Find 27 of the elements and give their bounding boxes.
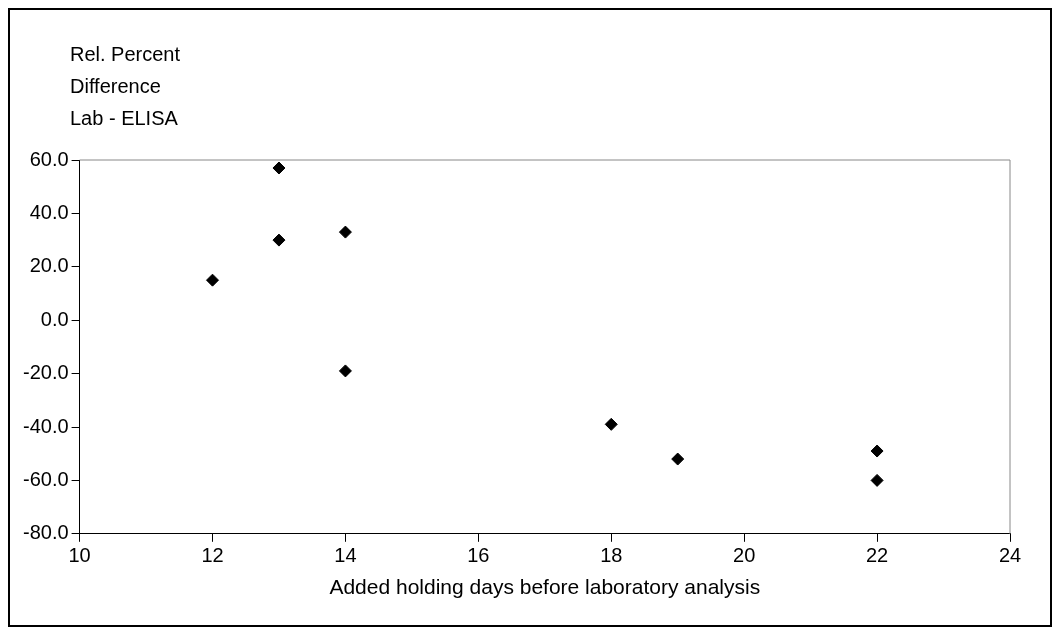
x-tick-label: 24 <box>998 544 1022 567</box>
point <box>206 273 219 287</box>
x-tick-label: 20 <box>733 544 756 567</box>
point <box>671 452 685 466</box>
point <box>272 161 286 175</box>
x-tick-label: 18 <box>600 544 623 567</box>
point <box>272 233 286 247</box>
y-axis-title: Rel. Percent Difference Lab - ELISA <box>70 42 181 131</box>
point <box>338 225 352 239</box>
x-tick-label: 16 <box>467 544 490 567</box>
point <box>870 473 884 487</box>
point <box>338 364 352 378</box>
y-tick-label: -20.0 <box>22 361 69 384</box>
y-tick-label: -80.0 <box>22 521 69 544</box>
y-tick-label: -60.0 <box>22 467 69 490</box>
y-tick-label: 60.0 <box>29 147 69 170</box>
y-tick-label: 0.0 <box>40 307 69 330</box>
point <box>870 444 884 458</box>
y-tick-label: 40.0 <box>29 200 69 223</box>
y-tick-label: 20.0 <box>29 254 69 277</box>
x-tick-label: 14 <box>334 544 357 567</box>
x-tick-label: 22 <box>865 544 889 567</box>
x-tick-label: 10 <box>68 544 91 567</box>
y-tick-label: -40.0 <box>22 414 69 437</box>
point <box>604 417 618 431</box>
x-axis-title: Added holding days before laboratory analysis <box>329 575 761 599</box>
x-tick-label: 12 <box>201 544 224 567</box>
